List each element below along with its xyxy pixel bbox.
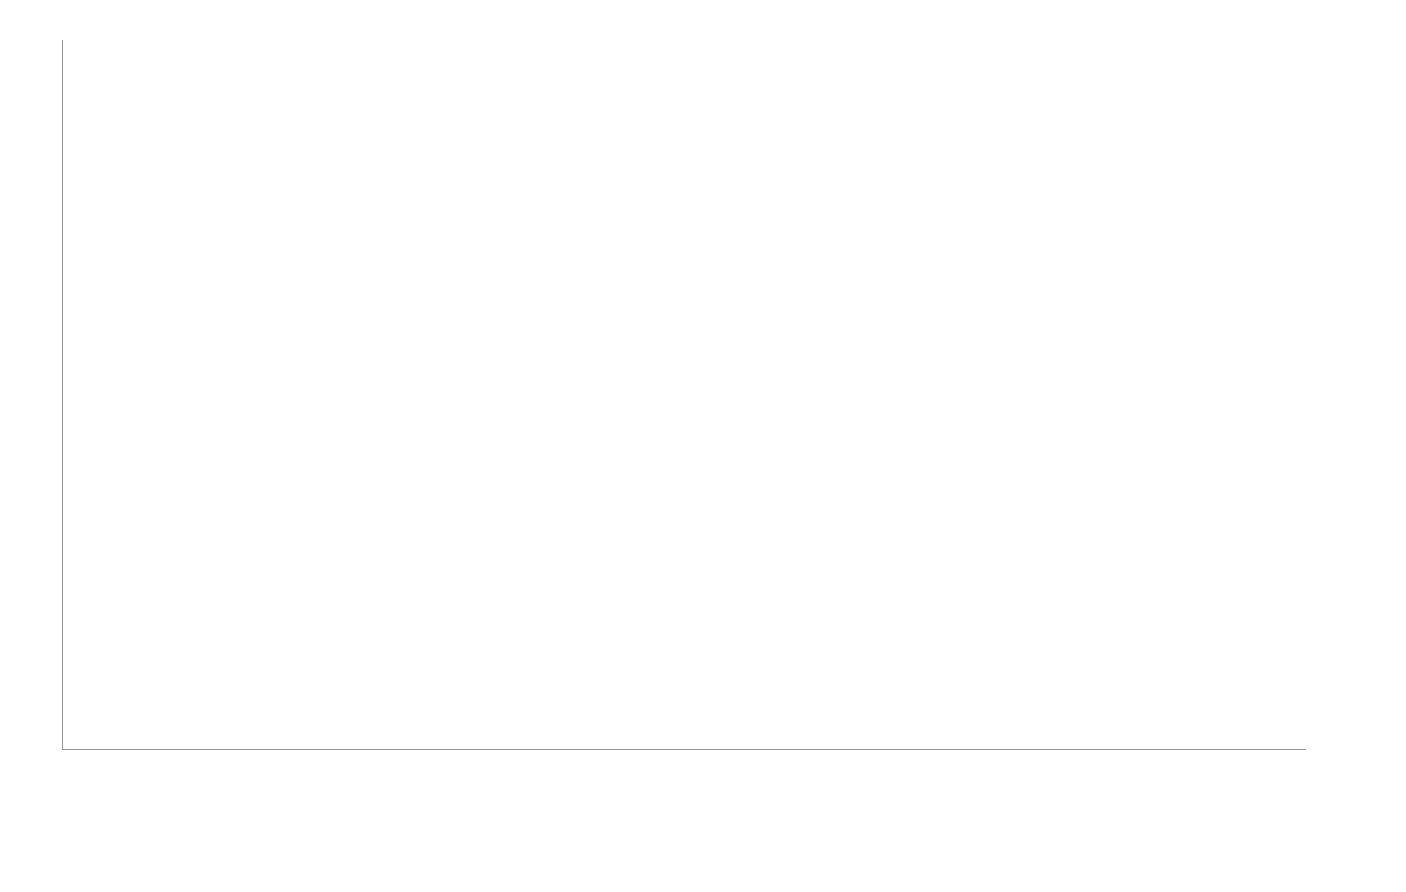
chart-container [50, 30, 1386, 810]
scatter-svg [63, 40, 1306, 749]
plot-area [62, 40, 1306, 750]
title-bar [0, 0, 1406, 30]
